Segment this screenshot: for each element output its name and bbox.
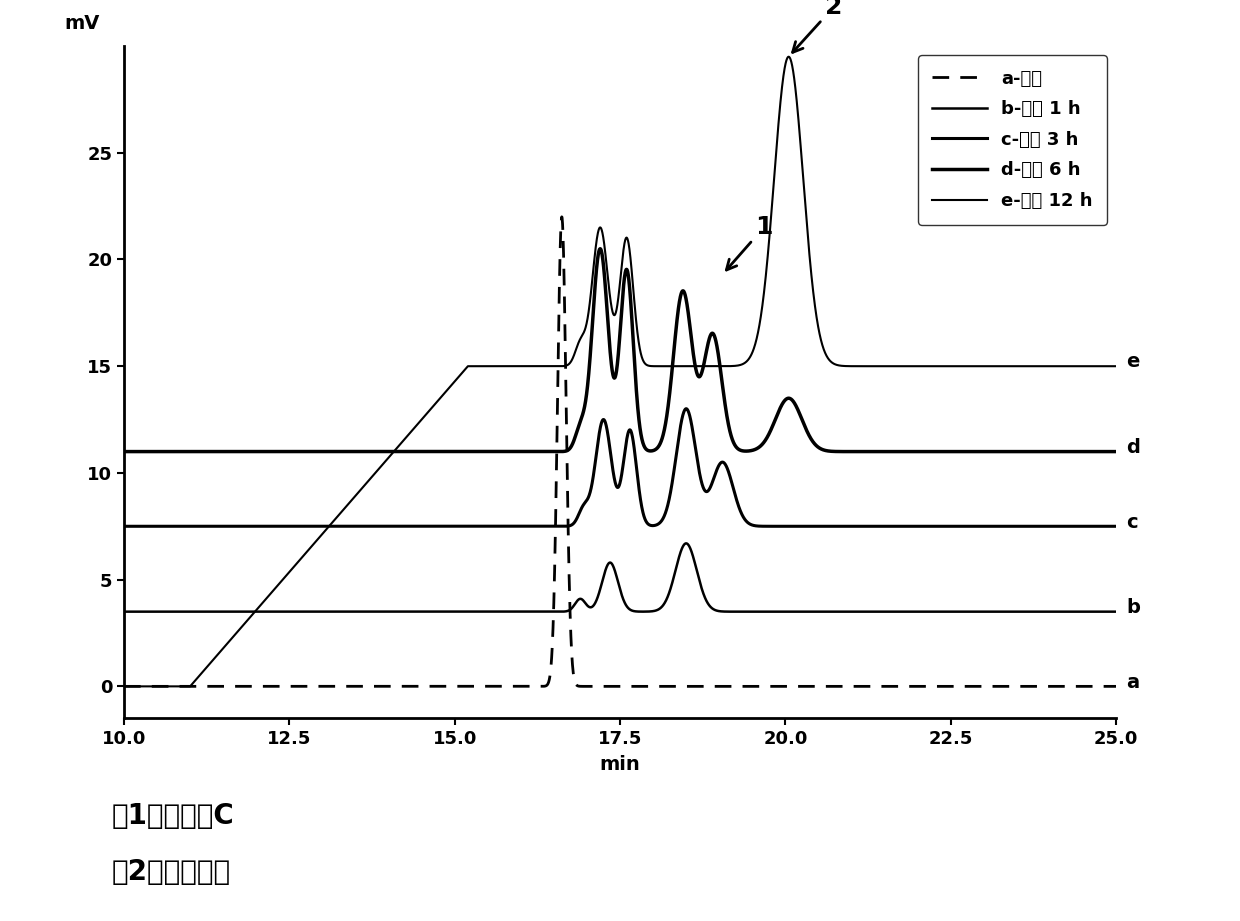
Text: mV: mV	[64, 14, 100, 32]
Text: d: d	[1126, 437, 1140, 457]
X-axis label: min: min	[600, 755, 640, 775]
Text: e: e	[1126, 353, 1140, 371]
Text: 1: 1	[727, 215, 773, 270]
Text: b: b	[1126, 598, 1140, 617]
Text: c: c	[1126, 512, 1137, 531]
Legend: a-对照, b-反应 1 h, c-反应 3 h, d-反应 6 h, e-反应 12 h: a-对照, b-反应 1 h, c-反应 3 h, d-反应 6 h, e-反应…	[918, 55, 1107, 225]
Text: a: a	[1126, 672, 1140, 692]
Text: 剰2：淫羊藿苷: 剰2：淫羊藿苷	[112, 857, 231, 886]
Text: 2: 2	[792, 0, 842, 52]
Text: 剰1：朝藿定C: 剰1：朝藿定C	[112, 802, 234, 831]
